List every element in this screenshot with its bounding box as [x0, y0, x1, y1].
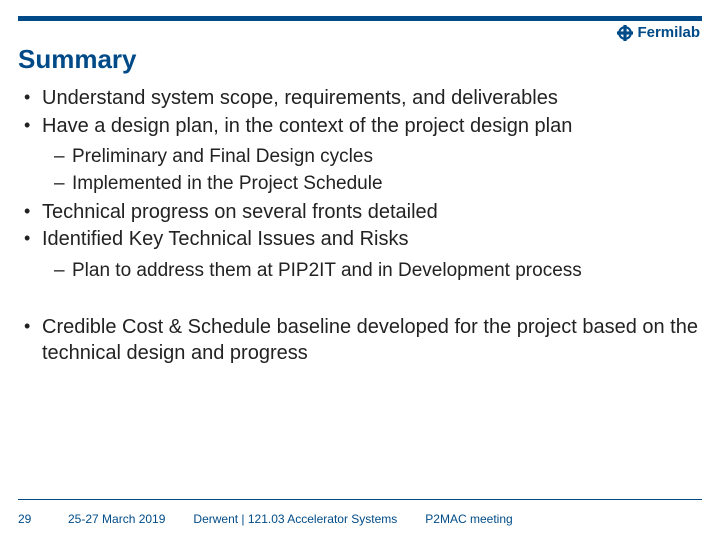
fermilab-icon [617, 25, 633, 41]
footer-center: Derwent | 121.03 Accelerator Systems [193, 512, 397, 526]
sub-bullet-item: Implemented in the Project Schedule [42, 172, 702, 196]
bullet-item: Have a design plan, in the context of th… [18, 114, 702, 196]
spacing [18, 287, 702, 315]
bullet-item: Technical progress on several fronts det… [18, 200, 702, 226]
sub-bullet-text: Implemented in the Project Schedule [72, 173, 383, 194]
bullet-item: Identified Key Technical Issues and Risk… [18, 227, 702, 283]
bullet-text: Technical progress on several fronts det… [42, 201, 438, 223]
page-title: Summary [18, 44, 137, 75]
content: Understand system scope, requirements, a… [18, 86, 702, 369]
bottom-rule [18, 499, 702, 500]
bullet-text: Credible Cost & Schedule baseline develo… [42, 316, 698, 364]
footer-right: P2MAC meeting [425, 512, 512, 526]
bullet-text: Understand system scope, requirements, a… [42, 87, 558, 109]
logo: Fermilab [617, 24, 700, 41]
top-rule [18, 16, 702, 21]
footer: 29 25-27 March 2019 Derwent | 121.03 Acc… [18, 512, 702, 526]
sub-bullet-text: Plan to address them at PIP2IT and in De… [72, 260, 582, 281]
bullet-item: Credible Cost & Schedule baseline develo… [18, 315, 702, 366]
footer-date: 25-27 March 2019 [68, 512, 165, 526]
sub-bullet-text: Preliminary and Final Design cycles [72, 146, 373, 167]
bullet-item: Understand system scope, requirements, a… [18, 86, 702, 112]
sub-bullet-item: Preliminary and Final Design cycles [42, 145, 702, 169]
bullet-text: Identified Key Technical Issues and Risk… [42, 228, 409, 250]
slide-number: 29 [18, 512, 40, 526]
bullet-text: Have a design plan, in the context of th… [42, 115, 572, 137]
sub-bullet-item: Plan to address them at PIP2IT and in De… [42, 259, 702, 283]
logo-text: Fermilab [637, 24, 700, 41]
